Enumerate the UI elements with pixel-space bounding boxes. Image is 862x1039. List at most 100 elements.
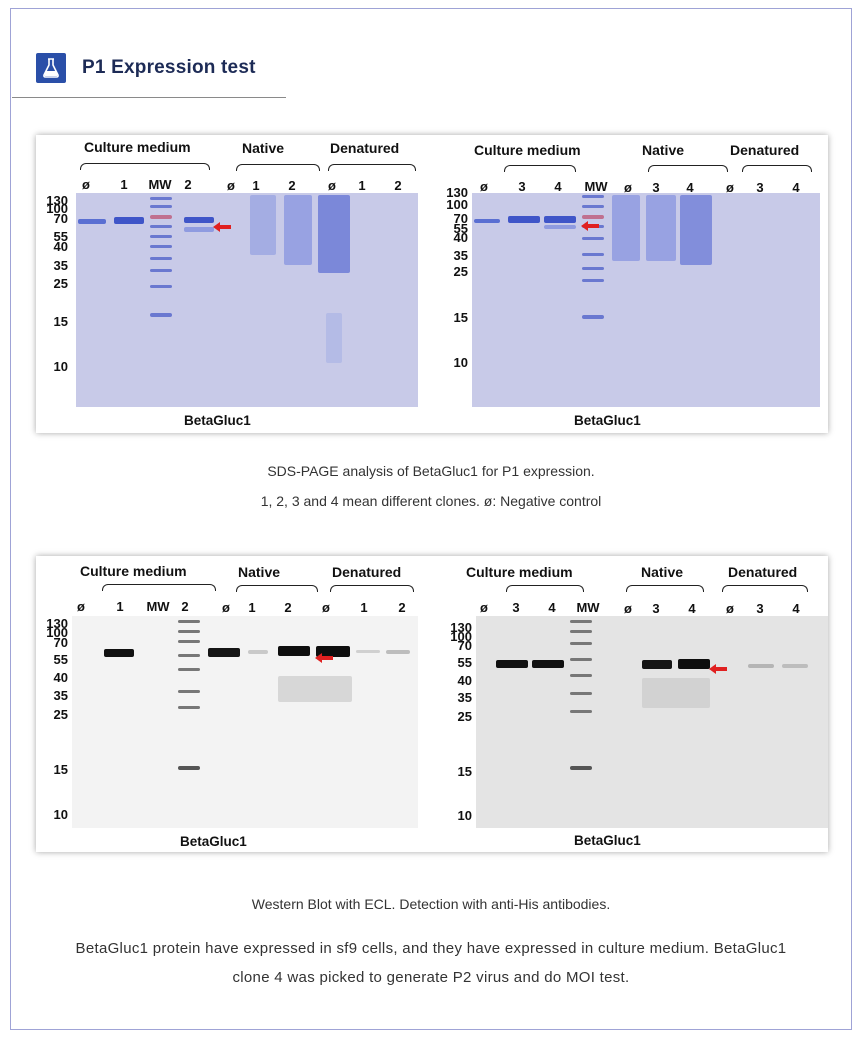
mw-marker: 40 bbox=[457, 673, 472, 688]
lane-label: 4 bbox=[792, 180, 800, 195]
mw-marker: 55 bbox=[457, 655, 472, 670]
group-label-native: Native bbox=[242, 140, 285, 156]
lane-label: 4 bbox=[554, 179, 562, 194]
lane-label: 2 bbox=[398, 600, 406, 615]
mw-marker: 35 bbox=[453, 248, 468, 263]
lane-label: 4 bbox=[548, 600, 556, 615]
mw-marker: 25 bbox=[53, 276, 68, 291]
western-blot-image bbox=[72, 616, 418, 828]
panel-label: BetaGluc1 bbox=[180, 834, 247, 849]
lane-label: 4 bbox=[792, 601, 800, 616]
mw-marker: 100 bbox=[450, 629, 472, 644]
lane-label: MW bbox=[584, 179, 608, 194]
lane-label: ø bbox=[480, 179, 488, 194]
lane-label: ø bbox=[726, 601, 734, 616]
lane-label: 3 bbox=[652, 601, 660, 616]
mw-marker: 35 bbox=[53, 258, 68, 273]
panel-label: BetaGluc1 bbox=[574, 413, 641, 428]
lane-label: 1 bbox=[358, 178, 366, 193]
lane-label: 3 bbox=[512, 600, 520, 615]
mw-marker: 35 bbox=[457, 690, 472, 705]
western-blot-figure: Culture medium Native Denatured ø 1 MW 2… bbox=[36, 556, 828, 852]
group-label-culture-medium: Culture medium bbox=[474, 142, 581, 158]
group-brace bbox=[328, 164, 416, 171]
mw-marker: 15 bbox=[53, 762, 68, 777]
mw-marker: 70 bbox=[53, 211, 68, 226]
group-brace bbox=[80, 163, 210, 170]
mw-marker: 10 bbox=[53, 359, 68, 374]
group-brace bbox=[506, 585, 584, 592]
mw-marker: 25 bbox=[53, 707, 68, 722]
group-label-native: Native bbox=[641, 564, 684, 580]
mw-marker: 100 bbox=[46, 625, 68, 640]
lane-label: ø bbox=[222, 600, 230, 615]
mw-marker: 130 bbox=[46, 193, 68, 208]
mw-marker: 55 bbox=[453, 221, 468, 236]
panel-label: BetaGluc1 bbox=[574, 833, 641, 848]
lane-label: 2 bbox=[284, 600, 292, 615]
mw-marker: 70 bbox=[457, 638, 472, 653]
mw-marker: 15 bbox=[53, 314, 68, 329]
mw-marker: 35 bbox=[53, 688, 68, 703]
group-brace bbox=[236, 585, 318, 592]
header-divider bbox=[12, 97, 286, 98]
group-label-native: Native bbox=[238, 564, 281, 580]
arrow-indicator bbox=[581, 221, 599, 231]
lane-label: 1 bbox=[248, 600, 256, 615]
lane-label: 2 bbox=[181, 599, 189, 614]
mw-marker: 10 bbox=[457, 808, 472, 823]
mw-marker: 55 bbox=[53, 229, 68, 244]
lane-label: 3 bbox=[756, 601, 764, 616]
mw-marker: 130 bbox=[46, 616, 68, 631]
group-label-native: Native bbox=[642, 142, 685, 158]
group-label-denatured: Denatured bbox=[730, 142, 800, 158]
mw-marker: 130 bbox=[446, 185, 468, 200]
coomassie-gel-image bbox=[76, 193, 418, 407]
lane-label: ø bbox=[624, 180, 632, 195]
sds-page-left-panel: Culture medium Native Denatured ø 1 MW 2… bbox=[36, 135, 436, 433]
lane-label: 1 bbox=[252, 178, 260, 193]
sds-page-right-panel: Culture medium Native Denatured ø 3 4 MW… bbox=[436, 135, 828, 433]
group-brace bbox=[102, 584, 216, 591]
section-header: P1 Expression test bbox=[36, 52, 256, 84]
mw-marker: 10 bbox=[53, 807, 68, 822]
lane-label: 2 bbox=[184, 177, 192, 192]
summary-paragraph: BetaGluc1 protein have expressed in sf9 … bbox=[75, 940, 787, 986]
lane-label: MW bbox=[146, 599, 170, 614]
group-label-culture-medium: Culture medium bbox=[84, 139, 191, 155]
mw-marker: 15 bbox=[453, 310, 468, 325]
mw-marker: 40 bbox=[453, 230, 468, 245]
arrow-indicator bbox=[315, 653, 333, 663]
lane-label: ø bbox=[322, 600, 330, 615]
lane-label: ø bbox=[227, 178, 235, 193]
group-label-culture-medium: Culture medium bbox=[80, 563, 187, 579]
lane-label: ø bbox=[726, 180, 734, 195]
mw-marker: 25 bbox=[457, 709, 472, 724]
lane-label: 4 bbox=[688, 601, 696, 616]
lane-label: 1 bbox=[116, 599, 124, 614]
mw-marker: 70 bbox=[53, 635, 68, 650]
figure1-caption-line2: 1, 2, 3 and 4 mean different clones. ø: … bbox=[260, 493, 602, 509]
group-brace bbox=[626, 585, 704, 592]
group-brace bbox=[504, 165, 576, 172]
western-blot-right-panel: Culture medium Native Denatured ø 3 4 MW… bbox=[436, 556, 828, 852]
lane-label: ø bbox=[77, 599, 85, 614]
lane-label: 3 bbox=[518, 179, 526, 194]
sds-page-figure: Culture medium Native Denatured ø 1 MW 2… bbox=[36, 135, 828, 433]
lane-label: ø bbox=[480, 600, 488, 615]
mw-marker: 15 bbox=[457, 764, 472, 779]
lane-label: 1 bbox=[120, 177, 128, 192]
mw-marker: 70 bbox=[453, 211, 468, 226]
lane-label: 1 bbox=[360, 600, 368, 615]
lane-label: 2 bbox=[288, 178, 296, 193]
lane-label: 2 bbox=[394, 178, 402, 193]
coomassie-gel-image bbox=[472, 193, 820, 407]
flask-icon bbox=[36, 53, 66, 83]
mw-marker: 100 bbox=[46, 201, 68, 216]
panel-label: BetaGluc1 bbox=[184, 413, 251, 428]
lane-label: 4 bbox=[686, 180, 694, 195]
mw-marker: 100 bbox=[446, 197, 468, 212]
group-brace bbox=[742, 165, 812, 172]
lane-label: 3 bbox=[756, 180, 764, 195]
mw-marker: 40 bbox=[53, 670, 68, 685]
